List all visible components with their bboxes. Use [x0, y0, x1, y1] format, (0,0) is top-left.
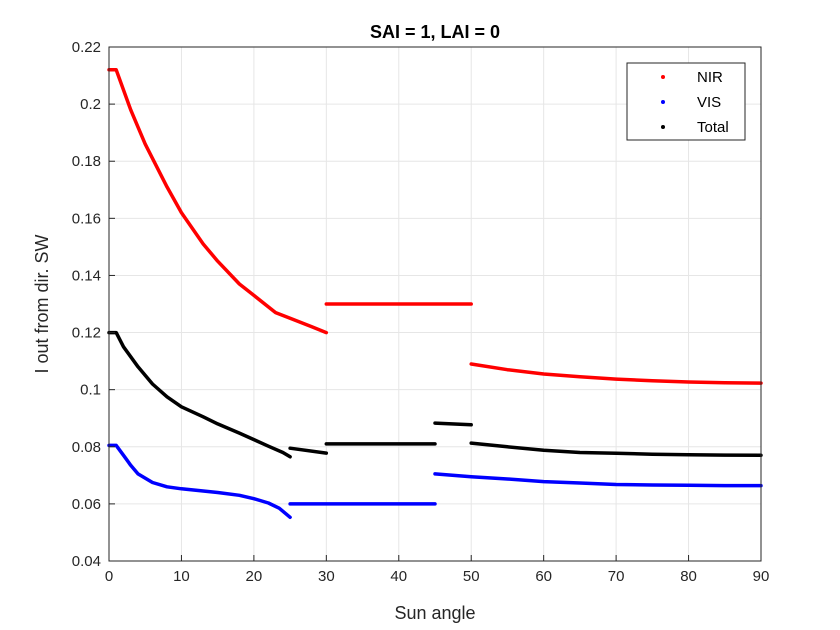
legend: NIR VIS Total	[626, 62, 746, 141]
y-tick-label: 0.06	[72, 496, 101, 513]
x-tick-label: 10	[173, 568, 190, 585]
series-nir-line	[107, 68, 329, 335]
y-tick-label: 0.18	[72, 153, 101, 170]
legend-label-nir: NIR	[697, 69, 723, 86]
x-tick-label: 30	[318, 568, 335, 585]
chart-title: SAI = 1, LAI = 0	[370, 22, 500, 42]
x-tick-label: 20	[246, 568, 263, 585]
y-tick-label: 0.2	[80, 96, 101, 113]
legend-marker-vis	[661, 100, 665, 104]
y-tick-label: 0.12	[72, 325, 101, 342]
x-tick-label: 70	[608, 568, 625, 585]
x-tick-label: 50	[463, 568, 480, 585]
series-layer	[107, 68, 763, 520]
ticks: 0 10 20 30 40 50 60 70 80 90 0.04 0.06 0.08 0.1 0.12 0.…	[72, 39, 770, 585]
series-total-line	[107, 330, 292, 459]
axes-box	[108, 46, 762, 562]
y-tick-label: 0.14	[72, 267, 101, 284]
y-tick-label: 0.16	[72, 210, 101, 227]
legend-label-vis: VIS	[697, 94, 721, 111]
series-nir-line	[469, 362, 763, 385]
series-total-line	[288, 446, 329, 455]
x-tick-label: 40	[390, 568, 407, 585]
y-axis-label: I out from dir. SW	[32, 234, 52, 373]
x-tick-label: 60	[535, 568, 552, 585]
x-tick-label: 0	[105, 568, 113, 585]
legend-marker-nir	[661, 75, 665, 79]
y-tick-label: 0.04	[72, 553, 101, 570]
series-vis-line	[107, 443, 292, 520]
y-tick-label: 0.22	[72, 39, 101, 56]
x-tick-label: 90	[753, 568, 770, 585]
y-tick-label: 0.08	[72, 439, 101, 456]
legend-box	[626, 62, 746, 141]
series-total-line	[433, 421, 473, 427]
y-tick-label: 0.1	[80, 382, 101, 399]
x-tick-label: 80	[680, 568, 697, 585]
legend-marker-total	[661, 125, 665, 129]
series-total-line	[469, 441, 763, 458]
legend-label-total: Total	[697, 119, 729, 136]
series-vis-line	[433, 472, 763, 488]
x-axis-label: Sun angle	[394, 603, 475, 623]
